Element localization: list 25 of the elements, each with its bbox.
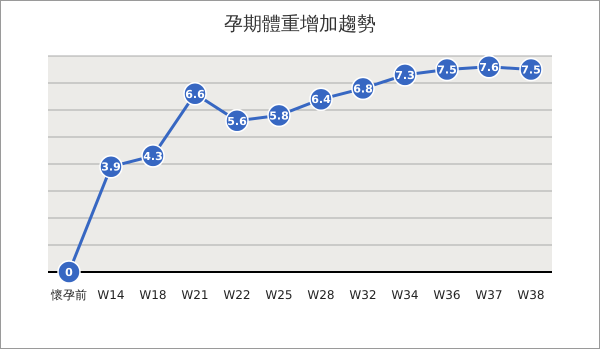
x-tick-label: W37	[475, 288, 503, 302]
data-label: 3.9	[101, 160, 121, 174]
data-label: 7.3	[395, 68, 415, 82]
data-label: 6.8	[353, 82, 373, 96]
x-tick-label: 懷孕前	[50, 288, 87, 302]
x-tick-label: W18	[139, 288, 167, 302]
data-label: 7.5	[521, 64, 541, 76]
x-tick-label: W28	[307, 288, 335, 302]
x-tick-label: W14	[97, 288, 125, 302]
data-label: 6.6	[185, 88, 206, 101]
data-label: 7.5	[437, 64, 457, 76]
x-tick-label: W36	[433, 288, 461, 302]
x-tick-label: W22	[223, 288, 251, 302]
chart-title: 孕期體重增加趨勢	[224, 13, 376, 35]
data-label: 5.8	[269, 109, 289, 122]
x-tick-label: W21	[181, 288, 209, 302]
x-tick-label: W38	[517, 288, 545, 302]
x-tick-label: W25	[265, 288, 293, 302]
data-label: 4.3	[143, 150, 163, 163]
data-label: 5.6	[227, 114, 248, 128]
x-tick-label: W32	[349, 288, 377, 302]
data-label: 0	[65, 266, 74, 279]
data-label: 6.4	[311, 93, 332, 106]
data-label: 7.6	[479, 60, 500, 74]
x-tick-label: W34	[391, 288, 419, 302]
